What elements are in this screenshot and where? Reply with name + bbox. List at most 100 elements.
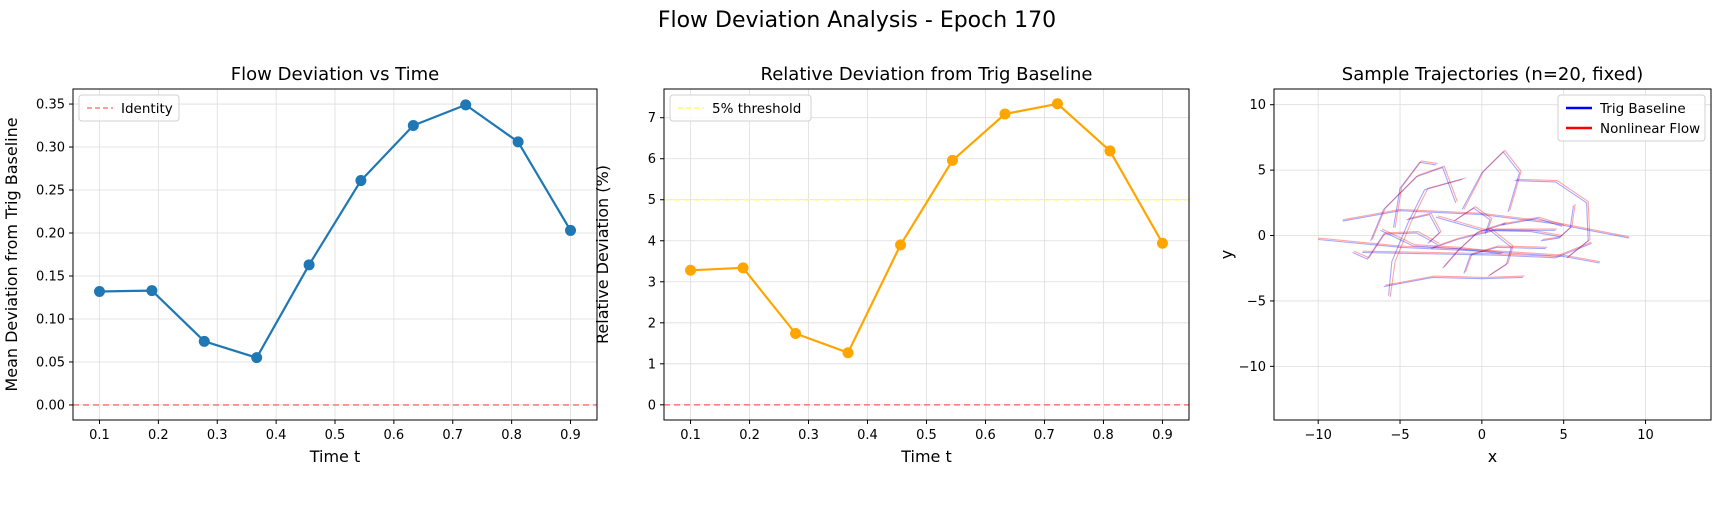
legend: Trig Baseline Nonlinear Flow <box>1557 94 1706 142</box>
data-point <box>93 285 105 297</box>
data-point <box>946 154 958 166</box>
trajectory-nonlinear-flow <box>1389 177 1466 298</box>
trajectory-trig-baseline <box>1453 207 1491 235</box>
y-tick-label: 5 <box>648 193 656 208</box>
x-tick-label: 0.2 <box>148 428 169 443</box>
x-tick-label: 0.4 <box>857 428 878 443</box>
trajectory-nonlinear-flow <box>1362 241 1592 258</box>
y-tick-label: 10 <box>1249 98 1266 113</box>
legend-label: 5% threshold <box>712 101 801 117</box>
trajectory-nonlinear-flow <box>1443 221 1507 268</box>
plot-area <box>664 98 1189 406</box>
trajectory-nonlinear-flow <box>1437 215 1563 237</box>
data-point <box>303 259 315 271</box>
x-tick-label: 0.7 <box>1034 428 1055 443</box>
data-point <box>355 175 367 187</box>
y-tick-label: 0.35 <box>36 98 65 113</box>
trajectory-nonlinear-flow <box>1408 212 1442 243</box>
x-tick-label: −5 <box>1390 428 1409 443</box>
trajectory-trig-baseline <box>1380 229 1502 255</box>
trajectory-nonlinear-flow <box>1353 231 1440 259</box>
trajectory-nonlinear-flow <box>1385 275 1525 286</box>
plot-area <box>73 99 597 406</box>
y-tick-label: 4 <box>648 234 656 249</box>
y-tick-label: 1 <box>648 357 656 372</box>
y-tick-label: 0.30 <box>36 141 65 156</box>
x-tick-label: 0.8 <box>1093 428 1114 443</box>
trajectory-trig-baseline <box>1514 180 1589 259</box>
trajectory-nonlinear-flow <box>1455 206 1493 234</box>
data-point <box>512 136 524 148</box>
y-tick-label: 2 <box>648 316 656 331</box>
series-line <box>690 102 1164 354</box>
x-tick-label: 0.4 <box>266 428 287 443</box>
legend: 5% threshold <box>669 94 812 122</box>
trajectory-nonlinear-flow <box>1318 237 1600 263</box>
data-point <box>198 335 210 347</box>
trajectory-nonlinear-flow <box>1381 228 1504 254</box>
y-tick-label: 0.20 <box>36 227 65 242</box>
legend-label: Trig Baseline <box>1599 101 1686 117</box>
trajectory-trig-baseline <box>1540 205 1575 242</box>
y-tick-label: 5 <box>1258 164 1266 179</box>
panel-title: Relative Deviation from Trig Baseline <box>761 64 1093 85</box>
figure-suptitle: Flow Deviation Analysis - Epoch 170 <box>658 8 1056 33</box>
trajectory-nonlinear-flow <box>1464 245 1548 273</box>
data-point <box>565 224 577 236</box>
y-tick-label: 0 <box>648 398 656 413</box>
trajectory-trig-baseline <box>1392 161 1437 228</box>
trajectory-trig-baseline <box>1463 246 1546 274</box>
y-tick-label: −10 <box>1239 360 1266 375</box>
trajectory-trig-baseline <box>1388 178 1463 296</box>
trajectory-trig-baseline <box>1318 238 1600 264</box>
trajectory-trig-baseline <box>1406 213 1440 244</box>
x-tick-label: 0.5 <box>325 428 346 443</box>
trajectory-trig-baseline <box>1435 216 1561 238</box>
data-point <box>146 285 158 297</box>
panel-title: Sample Trajectories (n=20, fixed) <box>1342 64 1643 85</box>
legend-label: Nonlinear Flow <box>1600 121 1700 137</box>
y-tick-label: 0.15 <box>36 269 65 284</box>
y-tick-label: 6 <box>648 152 656 167</box>
trajectory-trig-baseline <box>1501 217 1563 227</box>
legend-frame <box>1557 94 1706 142</box>
data-point <box>1104 145 1116 157</box>
x-tick-label: 0.8 <box>501 428 522 443</box>
legend-label: Identity <box>121 101 173 117</box>
trajectory-nonlinear-flow <box>1542 204 1576 241</box>
x-tick-label: 0.6 <box>384 428 405 443</box>
data-point <box>999 108 1011 120</box>
legend: Identity <box>78 94 180 122</box>
x-tick-label: 0.1 <box>680 428 701 443</box>
y-tick-label: 0 <box>1258 229 1266 244</box>
y-tick-label: −5 <box>1247 294 1266 309</box>
data-point <box>737 262 749 274</box>
trajectory-nonlinear-flow <box>1394 160 1438 228</box>
chart-panel-2: 0.1 0.2 0.3 0.4 0.5 0.6 0.7 0.8 0.9 0 1 2 3 4 5 6 7 Relat… <box>593 64 1190 466</box>
y-tick-label: 0.00 <box>36 398 65 413</box>
data-point <box>790 327 802 339</box>
trajectory-trig-baseline <box>1352 232 1438 260</box>
chart-panel-1: 0.1 0.2 0.3 0.4 0.5 0.6 0.7 0.8 0.9 0.00 0.05 0.10 0… <box>2 64 598 466</box>
trajectory-trig-baseline <box>1362 242 1592 259</box>
data-point <box>1156 237 1168 249</box>
trajectory-nonlinear-flow <box>1342 208 1630 238</box>
y-tick-label: 0.10 <box>36 312 65 327</box>
x-tick-label: 0.2 <box>739 428 760 443</box>
x-tick-label: 0.3 <box>798 428 819 443</box>
trajectory-nonlinear-flow <box>1516 178 1591 257</box>
x-axis-label: x <box>1488 447 1497 466</box>
data-point <box>685 264 697 276</box>
y-axis-label: y <box>1217 250 1236 259</box>
chart-panel-3: −10 −5 0 5 10 −10 −5 0 5 10 Sample Trajectories (n… <box>1217 64 1712 466</box>
y-tick-label: 0.25 <box>36 184 65 199</box>
trajectory-trig-baseline <box>1370 166 1457 242</box>
x-tick-label: 0 <box>1478 428 1486 443</box>
trajectory-nonlinear-flow <box>1503 216 1564 226</box>
trajectory-trig-baseline <box>1342 210 1630 239</box>
trajectory-trig-baseline <box>1461 150 1521 213</box>
trajectory-nonlinear-flow <box>1371 165 1458 240</box>
panel-title: Flow Deviation vs Time <box>231 64 439 85</box>
data-point <box>842 347 854 359</box>
